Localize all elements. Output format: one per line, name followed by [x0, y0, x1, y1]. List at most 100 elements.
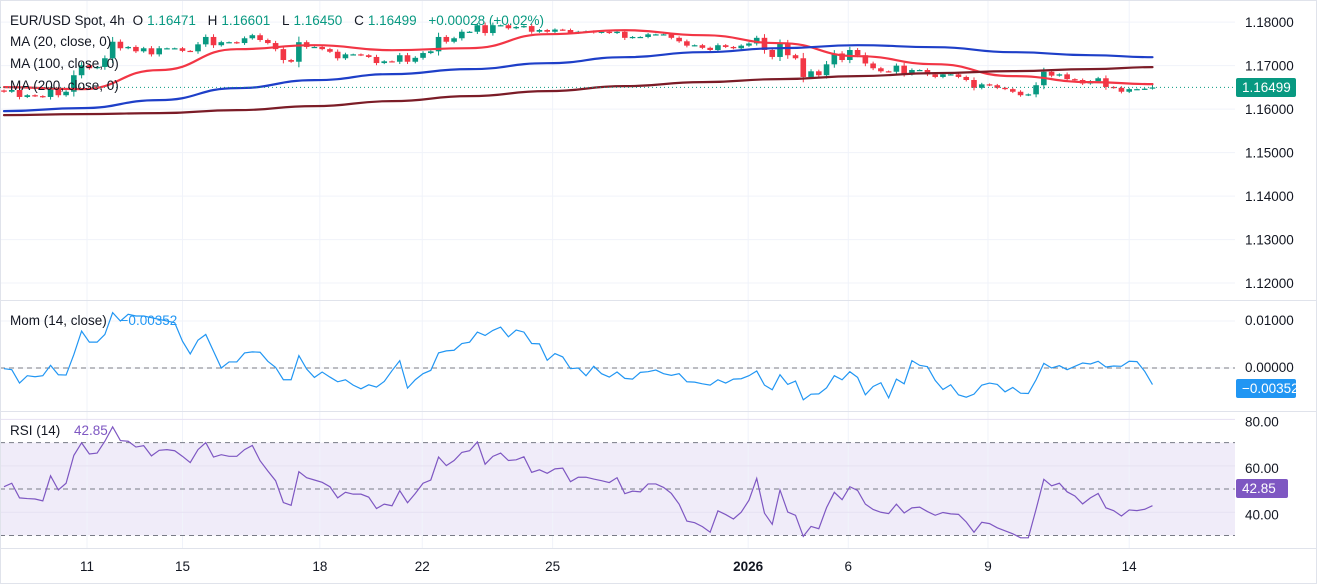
- candle-body: [901, 65, 907, 74]
- candle: [629, 36, 636, 39]
- candle: [1126, 87, 1132, 94]
- candle: [148, 46, 155, 57]
- candle-body: [955, 74, 962, 77]
- candle-body: [296, 42, 302, 62]
- candle-body: [645, 34, 651, 37]
- candle: [800, 52, 807, 83]
- candle: [350, 53, 356, 56]
- candle-body: [435, 36, 442, 52]
- candle-body: [1149, 87, 1156, 89]
- candle: [210, 34, 217, 48]
- candle: [482, 22, 488, 36]
- symbol-title: EUR/USD Spot, 4h: [10, 13, 125, 28]
- candle: [94, 65, 100, 70]
- candle: [234, 41, 240, 44]
- candle-body: [800, 58, 807, 77]
- candle-body: [140, 48, 147, 52]
- candle-body: [265, 40, 271, 44]
- candle: [544, 28, 550, 33]
- candle: [396, 52, 403, 65]
- candle-body: [373, 56, 380, 64]
- candle: [1064, 72, 1070, 81]
- candle: [311, 46, 318, 49]
- candle: [296, 36, 302, 68]
- candle: [792, 53, 799, 60]
- ma200-legend[interactable]: MA (200, close, 0): [10, 78, 119, 93]
- candle: [474, 22, 481, 35]
- candle-body: [365, 55, 372, 57]
- candle-body: [24, 95, 31, 97]
- candle: [459, 29, 465, 41]
- time-axis-label: 22: [415, 559, 430, 574]
- candle: [955, 73, 962, 79]
- open-value: 1.16471: [147, 13, 196, 28]
- candle-body: [1095, 78, 1101, 82]
- candle: [986, 83, 993, 87]
- candle: [365, 54, 372, 59]
- candle-body: [839, 53, 845, 60]
- time-axis-label: 18: [312, 559, 327, 574]
- price-axis-label: 1.18000: [1245, 15, 1294, 30]
- candle-body: [257, 35, 263, 40]
- candle: [823, 60, 830, 79]
- candle: [1, 89, 7, 93]
- rsi-legend[interactable]: RSI (14) 42.85: [10, 423, 112, 438]
- candle-body: [1048, 71, 1055, 76]
- candle: [691, 44, 698, 47]
- candle-body: [521, 26, 527, 28]
- candle: [513, 25, 519, 30]
- candle-body: [412, 57, 419, 62]
- mom-legend-value: −0.00352: [120, 313, 178, 328]
- candle-body: [490, 25, 496, 34]
- mom-value-badge: −0.00352: [1236, 379, 1299, 398]
- candle: [420, 51, 426, 60]
- candle: [490, 22, 496, 36]
- candle: [1025, 93, 1032, 97]
- candle-body: [559, 29, 566, 31]
- candle-body: [334, 51, 341, 59]
- candle: [319, 45, 325, 51]
- mom-legend-title: Mom (14, close): [10, 313, 107, 328]
- ma100-legend[interactable]: MA (100, close, 0): [10, 56, 119, 71]
- candle-body: [544, 30, 550, 32]
- candle: [164, 47, 170, 50]
- candle: [218, 40, 225, 47]
- candle: [443, 35, 450, 44]
- candle: [699, 43, 706, 50]
- candle-body: [459, 31, 465, 39]
- mom-legend[interactable]: Mom (14, close) −0.00352: [10, 313, 181, 328]
- candle: [32, 94, 38, 97]
- candle: [373, 54, 380, 66]
- candle: [288, 58, 294, 63]
- candle-body: [47, 89, 54, 97]
- candle: [71, 70, 77, 97]
- candle-body: [1002, 87, 1008, 90]
- candle-body: [660, 34, 667, 36]
- candle: [1141, 87, 1148, 90]
- candle: [1118, 86, 1125, 94]
- candle: [265, 38, 271, 45]
- mom-axis-label: 0.00000: [1245, 360, 1294, 375]
- candle: [676, 36, 682, 43]
- candle-body: [831, 53, 838, 65]
- candle: [102, 55, 108, 70]
- candle: [334, 49, 341, 61]
- candle-body: [816, 71, 822, 76]
- candle: [862, 52, 869, 67]
- ma20-legend[interactable]: MA (20, close, 0): [10, 34, 112, 49]
- candle: [435, 32, 442, 56]
- candle: [978, 82, 985, 90]
- candle: [195, 41, 201, 54]
- candle-body: [978, 84, 985, 88]
- time-axis-label: 6: [845, 559, 853, 574]
- candle: [202, 34, 209, 47]
- candle: [994, 83, 1001, 90]
- candle-body: [862, 55, 869, 64]
- candle: [1134, 88, 1140, 91]
- candle: [971, 77, 977, 91]
- candle-body: [327, 49, 333, 52]
- mom-axis-label: 0.01000: [1245, 313, 1294, 328]
- close-value: 1.16499: [367, 13, 417, 28]
